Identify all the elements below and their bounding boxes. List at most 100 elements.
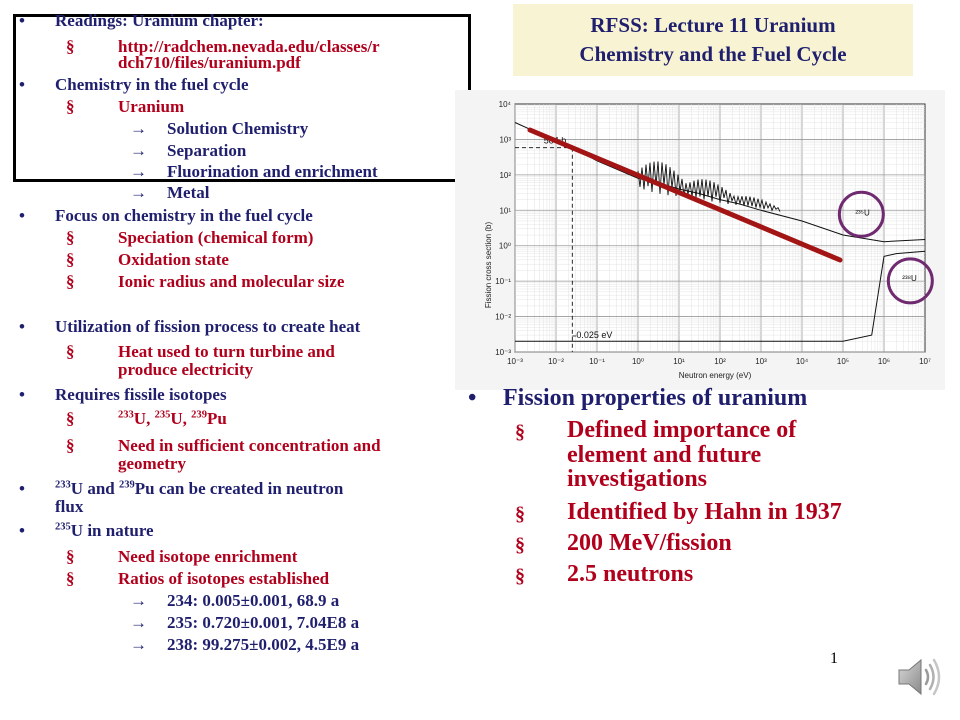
fission-heading: Fission properties of uranium	[503, 385, 808, 411]
square-bullet-icon: §	[66, 272, 75, 291]
y-tick-label: 10⁻²	[495, 313, 511, 322]
bullet-icon: •	[19, 206, 25, 225]
fuel-cycle-text: Chemistry in the fuel cycle	[55, 75, 249, 94]
fission-cross-section-chart: 10⁻³ 10⁻² 10⁻¹ 10⁰ 10¹ 10² 10³ 10⁴ 10⁵ 10⁶ 10⁷ 10⁴ 1…	[455, 90, 945, 390]
chart-ticks: 10⁻³ 10⁻² 10⁻¹ 10⁰ 10¹ 10² 10³ 10⁴ 10⁵ 10⁶ 10⁷ 10⁴ 1…	[495, 100, 931, 366]
iso-233-sup: 233	[118, 409, 134, 421]
square-bullet-icon: §	[515, 534, 525, 556]
utilization-text: Utilization of fission process to create…	[55, 317, 361, 336]
chart-ylabel: Fission cross section (b)	[484, 222, 493, 309]
trend-line	[527, 127, 843, 263]
fissile-isotopes-text: 233U, 235U, 239Pu	[118, 410, 227, 428]
iso-239-sup: 239	[191, 409, 207, 421]
y-tick-label: 10³	[499, 135, 511, 144]
iso-u1: U,	[133, 409, 155, 428]
heat-text-line1: Heat used to turn turbine and	[118, 342, 335, 361]
created-text-line1: 233U and 239Pu can be created in neutron	[55, 480, 343, 498]
resonance-region-235U	[637, 161, 781, 212]
arrow-icon: →	[130, 162, 147, 181]
chart-overlays	[527, 127, 934, 305]
nature-rest: U in nature	[70, 521, 154, 540]
defined-line1: Defined importance of	[567, 417, 797, 443]
separation-text: Separation	[167, 141, 247, 160]
slide-title: RFSS: Lecture 11 Uranium Chemistry and t…	[513, 4, 913, 76]
bullet-icon: •	[19, 75, 25, 94]
x-tick-label: 10⁻²	[548, 357, 564, 366]
slide-number: 1	[830, 650, 838, 667]
chart-grid	[514, 103, 926, 353]
annotation-238U: ²³⁸U	[902, 274, 917, 283]
uranium-text: Uranium	[118, 97, 185, 116]
ratio-238-text: 238: 99.275±0.002, 4.5E9 a	[167, 635, 360, 654]
ratio-234-text: 234: 0.005±0.001, 68.9 a	[167, 591, 340, 610]
y-tick-label: 10⁴	[499, 100, 512, 109]
readings-text: Readings: Uranium chapter:	[55, 11, 264, 30]
arrow-icon: →	[130, 613, 147, 632]
square-bullet-icon: §	[515, 565, 525, 587]
ionic-text: Ionic radius and molecular size	[118, 272, 345, 291]
square-bullet-icon: §	[66, 342, 75, 361]
created-rest: Pu can be created in neutron	[134, 479, 344, 498]
iso-u2: U,	[170, 409, 192, 428]
heat-text-line2: produce electricity	[118, 360, 254, 379]
circle-238U	[886, 257, 934, 305]
hahn-text: Identified by Hahn in 1937	[567, 499, 842, 525]
x-tick-label: 10⁷	[919, 357, 931, 366]
bullet-icon: •	[19, 317, 25, 336]
arrow-icon: →	[130, 183, 147, 202]
square-bullet-icon: §	[66, 436, 75, 455]
slide-title-line2: Chemistry and the Fuel Cycle	[579, 42, 847, 66]
need-text-line1: Need in sufficient concentration and	[118, 436, 381, 455]
slide-title-line1: RFSS: Lecture 11 Uranium	[590, 13, 836, 37]
arrow-icon: →	[130, 591, 147, 610]
bullet-icon: •	[19, 521, 25, 540]
square-bullet-icon: §	[515, 421, 525, 443]
solution-text: Solution Chemistry	[167, 119, 309, 138]
bullet-icon: •	[19, 479, 25, 498]
square-bullet-icon: §	[66, 250, 75, 269]
iso-235-sup: 235	[154, 409, 171, 421]
square-bullet-icon: §	[66, 569, 75, 588]
nature-235-sup: 235	[55, 521, 71, 533]
x-tick-label: 10⁰	[632, 357, 644, 366]
circle-235U	[837, 190, 885, 238]
defined-line2: element and future	[567, 442, 762, 468]
y-tick-label: 10⁰	[499, 242, 511, 251]
metal-text: Metal	[167, 183, 210, 202]
speaker-icon[interactable]	[893, 652, 943, 702]
mev-text: 200 MeV/fission	[567, 530, 732, 556]
arrow-icon: →	[130, 635, 147, 654]
bullet-icon: •	[19, 385, 25, 404]
iso-pu: Pu	[206, 409, 227, 428]
x-tick-label: 10³	[755, 357, 767, 366]
arrow-icon: →	[130, 119, 147, 138]
square-bullet-icon: §	[66, 228, 75, 247]
x-tick-label: 10²	[714, 357, 726, 366]
y-tick-label: 10²	[499, 171, 511, 180]
need-text-line2: geometry	[118, 454, 186, 473]
square-bullet-icon: §	[66, 37, 75, 56]
created-233-sup: 233	[55, 479, 71, 491]
readings-url-line2[interactable]: dch710/files/uranium.pdf	[118, 53, 301, 72]
created-text-line2: flux	[55, 497, 84, 516]
chart-xlabel: Neutron energy (eV)	[679, 371, 752, 380]
y-tick-label: 10⁻¹	[495, 277, 511, 286]
oxidation-text: Oxidation state	[118, 250, 229, 269]
ratios-text: Ratios of isotopes established	[118, 569, 330, 588]
bullet-icon: •	[468, 385, 477, 411]
x-tick-label: 10⁻³	[507, 357, 523, 366]
square-bullet-icon: §	[66, 409, 75, 428]
bullet-icon: •	[19, 11, 25, 30]
x-tick-label: 10⁵	[837, 357, 849, 366]
annotation-0025ev: 0.025 eV	[576, 330, 612, 340]
x-tick-label: 10⁴	[796, 357, 809, 366]
readings-url-line1[interactable]: http://radchem.nevada.edu/classes/r	[118, 37, 380, 56]
arrow-icon: →	[130, 141, 147, 160]
fluorination-text: Fluorination and enrichment	[167, 162, 378, 181]
y-tick-label: 10⁻³	[495, 348, 511, 357]
y-tick-label: 10¹	[499, 206, 511, 215]
created-239-sup: 239	[118, 479, 135, 491]
series-line-238U	[515, 250, 926, 342]
enrich-text: Need isotope enrichment	[118, 547, 298, 566]
square-bullet-icon: §	[66, 547, 75, 566]
